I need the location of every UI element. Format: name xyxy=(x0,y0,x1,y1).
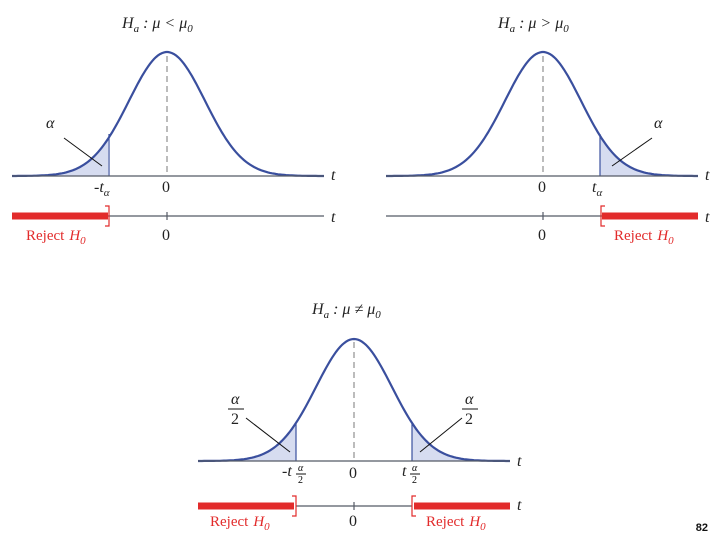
left-reject-bracket xyxy=(105,205,110,227)
left-tailed-panel: Ha : μ < μ0 α -tα 0 t Reject H0 0 t xyxy=(12,15,336,247)
left-fraction-numerator: α xyxy=(231,391,240,408)
left-crit-t: -t xyxy=(282,463,292,480)
right-zero-label: 0 xyxy=(538,179,546,196)
right-alpha-pointer xyxy=(611,137,653,167)
right-alpha-label: α xyxy=(654,115,663,132)
right-tail-area xyxy=(600,135,698,176)
two-tailed-panel: Ha : μ ≠ μ0 α 2 α 2 -t α 2 0 t xyxy=(198,301,522,533)
bottom-right-alpha-pointer xyxy=(419,417,463,453)
left-crit-num: α xyxy=(298,463,304,474)
bottom-left-reject-label: Reject H0 xyxy=(210,514,270,533)
right-bell-curve xyxy=(386,50,698,178)
left-decision-zero: 0 xyxy=(162,227,170,244)
bottom-t-label: t xyxy=(517,453,522,470)
bottom-right-reject-label: Reject H0 xyxy=(426,514,486,533)
left-tail-area xyxy=(12,138,108,176)
bottom-left-alpha-fraction: α 2 xyxy=(228,391,244,428)
bottom-left-reject-bracket xyxy=(292,495,297,517)
bottom-right-alpha-fraction: α 2 xyxy=(462,391,478,428)
right-t-label: t xyxy=(705,167,710,184)
left-bell-curve xyxy=(12,50,324,178)
left-crit-den: 2 xyxy=(298,475,303,486)
bottom-left-critical-value: -t α 2 xyxy=(282,463,306,486)
bottom-decision-t: t xyxy=(517,497,522,514)
left-t-label: t xyxy=(331,167,336,184)
right-reject-label: Reject H0 xyxy=(614,228,674,247)
bottom-zero-label: 0 xyxy=(349,465,357,482)
left-critical-value: -tα xyxy=(94,179,110,199)
bottom-hypothesis: Ha : μ ≠ μ0 xyxy=(311,301,381,321)
right-fraction-numerator: α xyxy=(465,391,474,408)
bottom-decision-zero: 0 xyxy=(349,513,357,530)
bottom-bell-curve xyxy=(198,337,510,463)
bottom-left-alpha-pointer xyxy=(245,417,291,453)
left-alpha-label: α xyxy=(46,115,55,132)
right-decision-t: t xyxy=(705,209,710,226)
page-number: 82 xyxy=(695,522,708,534)
left-decision-t: t xyxy=(331,209,336,226)
left-reject-label: Reject H0 xyxy=(26,228,86,247)
right-critical-value: tα xyxy=(592,179,602,199)
right-crit-t: t xyxy=(402,463,407,480)
right-decision-zero: 0 xyxy=(538,227,546,244)
right-reject-bracket xyxy=(600,205,605,227)
bottom-right-tail-area xyxy=(412,422,510,461)
right-hypothesis: Ha : μ > μ0 xyxy=(497,15,569,35)
right-tailed-panel: Ha : μ > μ0 α 0 tα t 0 Reject H0 t xyxy=(386,15,710,247)
bottom-right-critical-value: t α 2 xyxy=(402,463,420,486)
left-alpha-pointer xyxy=(63,137,103,167)
right-crit-num: α xyxy=(412,463,418,474)
right-fraction-denominator: 2 xyxy=(465,411,473,428)
right-crit-den: 2 xyxy=(412,475,417,486)
bottom-right-reject-bracket xyxy=(411,495,416,517)
left-fraction-denominator: 2 xyxy=(231,411,239,428)
left-hypothesis: Ha : μ < μ0 xyxy=(121,15,193,35)
bottom-left-tail-area xyxy=(198,422,296,461)
left-zero-label: 0 xyxy=(162,179,170,196)
